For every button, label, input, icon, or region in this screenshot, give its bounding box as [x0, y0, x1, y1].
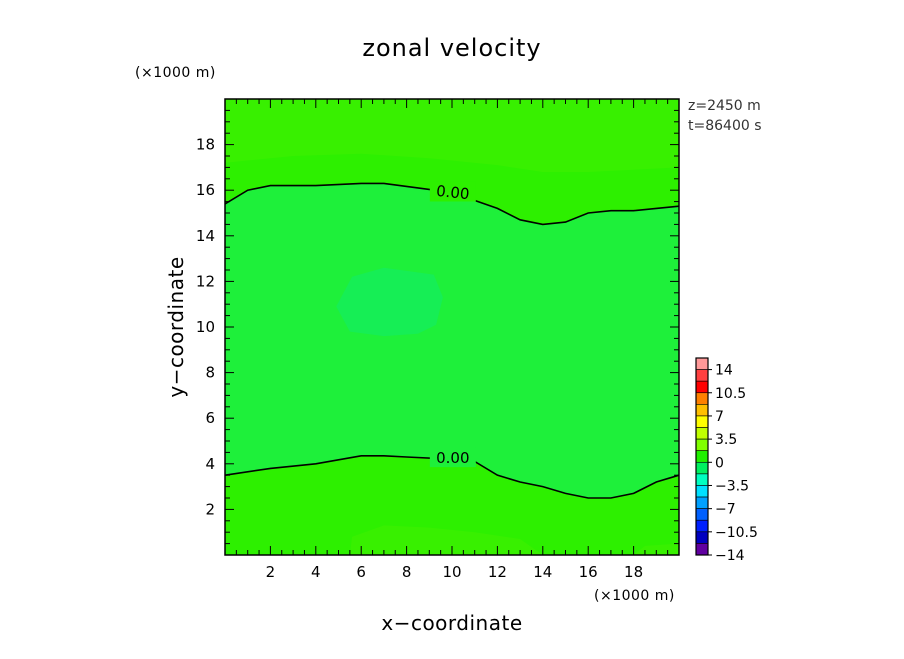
colorbar-segment: [695, 450, 709, 463]
x-unit-label: (×1000 m): [594, 588, 675, 604]
y-tick-label: 4: [205, 455, 215, 473]
chart-title: zonal velocity: [362, 34, 541, 62]
strongest-negative-region: [336, 267, 443, 337]
y-tick-label: 12: [196, 272, 215, 290]
x-tick-label: 18: [624, 563, 643, 581]
x-tick-label: 4: [311, 563, 321, 581]
x-tick-label: 2: [266, 563, 276, 581]
y-tick-label: 10: [196, 318, 215, 336]
colorbar-segment: [695, 438, 709, 452]
y-axis-title: y−coordinate: [164, 256, 188, 397]
contour-lines: 0.00 0.00: [224, 181, 680, 499]
colorbar-segment: [695, 461, 709, 475]
contour-line-2: [224, 455, 680, 499]
x-tick-label: 10: [442, 563, 461, 581]
colorbar-label: −14: [715, 548, 745, 564]
y-tick-label: 6: [205, 409, 215, 427]
colorbar-segment: [695, 380, 709, 394]
colorbar-label: −3.5: [715, 478, 749, 494]
contour-label-2: 0.00: [436, 449, 469, 467]
colorbar-label: 3.5: [715, 432, 737, 448]
colorbar-segment: [695, 369, 709, 382]
negative-velocity-region: [225, 183, 679, 498]
x-tick-label: 14: [533, 563, 552, 581]
info-time: t=86400 s: [688, 118, 762, 134]
y-tick-label: 18: [196, 136, 215, 154]
x-axis-title: x−coordinate: [381, 611, 522, 635]
colorbar-label: 10.5: [715, 386, 746, 402]
colorbar-label: −7: [715, 502, 736, 518]
x-tick-label: 6: [356, 563, 366, 581]
contour-line-1: [224, 182, 680, 226]
colorbar-segment: [695, 496, 709, 509]
positive-top-band: [225, 99, 679, 172]
y-unit-label: (×1000 m): [135, 65, 216, 81]
colorbar-segment: [695, 485, 709, 498]
contour-label-bg-1: [429, 181, 476, 202]
colorbar-label: −10.5: [715, 525, 758, 541]
x-tick-label: 8: [402, 563, 412, 581]
contour-label-bg-2: [429, 447, 476, 468]
colorbar-segment: [695, 519, 709, 533]
colorbar: 14 10.5 7 3.5 0 −3.5 −7 −10.5 −14: [695, 357, 758, 564]
colorbar-segment: [695, 392, 709, 405]
colorbar-segment: [695, 404, 709, 417]
colorbar-label: 14: [715, 363, 733, 379]
y-tick-label: 14: [196, 227, 215, 245]
colorbar-segment: [695, 508, 709, 521]
colorbar-segment: [695, 415, 709, 428]
colorbar-segment: [695, 357, 709, 370]
contour-label-1: 0.00: [435, 182, 470, 203]
positive-bottom-band: [225, 525, 679, 555]
y-tick-label: 16: [196, 181, 215, 199]
colorbar-label: 7: [715, 409, 724, 425]
plot-axes: 2 4 6 8 10 12 14 16 18 2 4 6 8 10 12 14 16 18: [196, 98, 680, 581]
x-tick-label: 12: [488, 563, 507, 581]
colorbar-segment: [695, 473, 709, 486]
x-tick-label: 16: [579, 563, 598, 581]
info-depth: z=2450 m: [688, 98, 761, 114]
colorbar-frame: [695, 357, 709, 556]
colorbar-segment: [695, 531, 709, 544]
y-tick-label: 8: [205, 364, 215, 382]
colorbar-label: 0: [715, 455, 724, 471]
colorbar-segment: [695, 427, 709, 440]
y-tick-label: 2: [205, 500, 215, 518]
velocity-field: [225, 99, 679, 555]
colorbar-segment: [695, 543, 709, 556]
